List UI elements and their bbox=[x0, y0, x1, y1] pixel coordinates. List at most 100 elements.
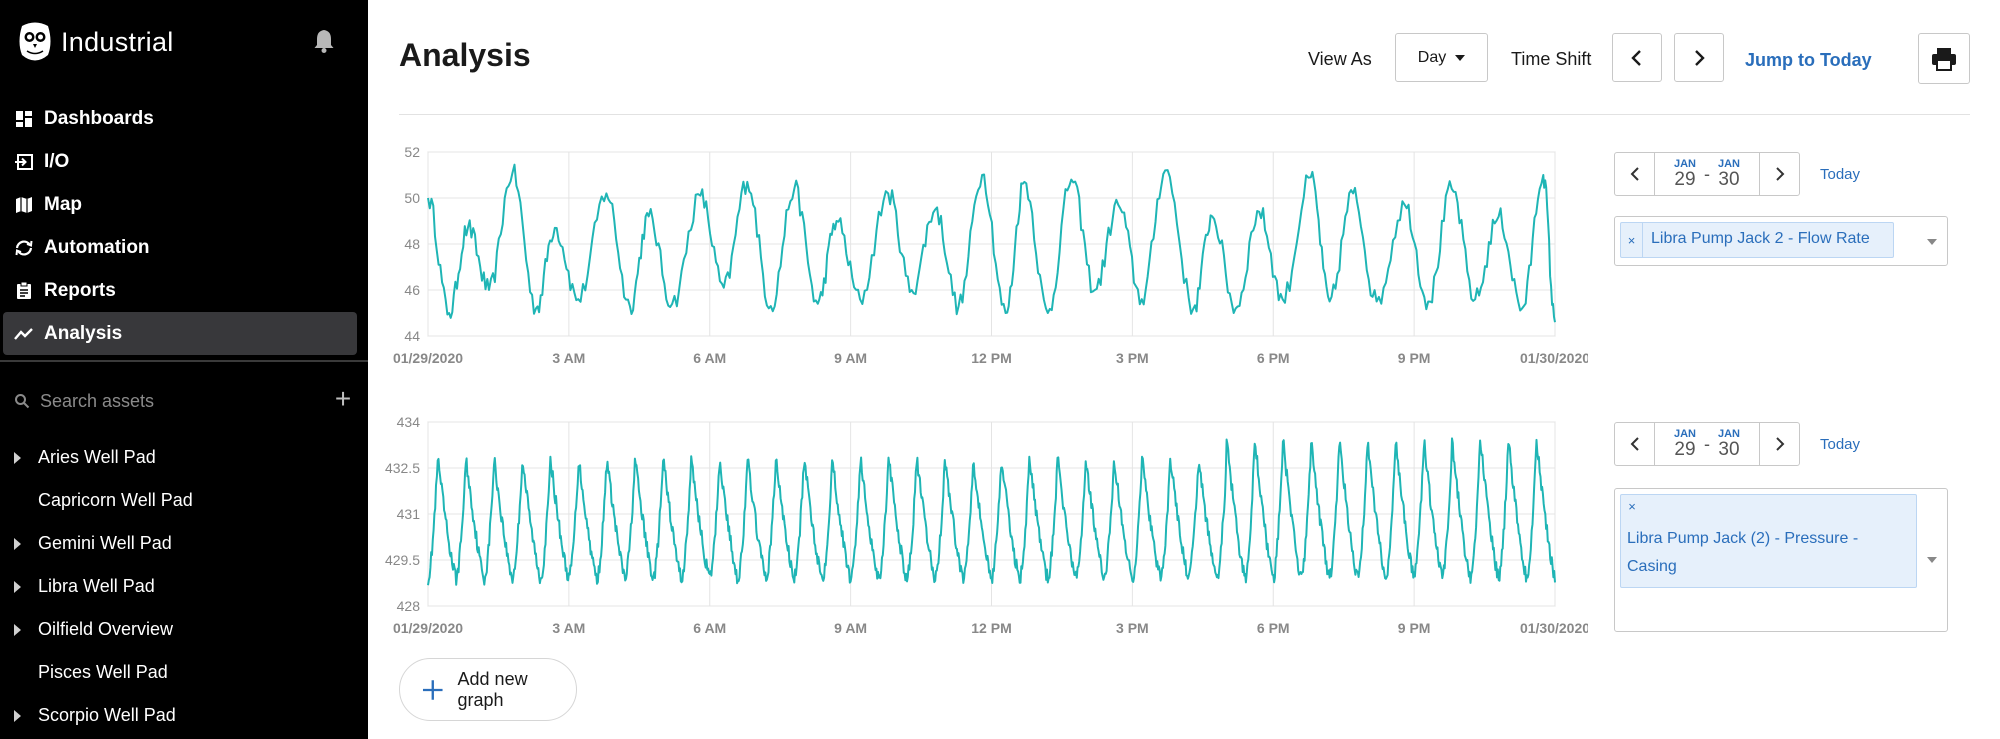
y-tick-label: 429.5 bbox=[385, 552, 420, 568]
y-tick-label: 44 bbox=[404, 328, 420, 344]
nav-label: I/O bbox=[44, 150, 70, 172]
range-separator: - bbox=[1704, 163, 1710, 184]
search-assets-input[interactable] bbox=[40, 390, 310, 412]
asset-item-oilfield[interactable]: Oilfield Overview bbox=[0, 608, 368, 651]
asset-label: Aries Well Pad bbox=[38, 447, 156, 467]
time-shift-next-button[interactable] bbox=[1674, 33, 1724, 82]
range-end-month: JAN bbox=[1717, 158, 1740, 170]
add-new-graph-button[interactable]: Add new graph bbox=[399, 658, 577, 721]
series-select-1[interactable]: × Libra Pump Jack 2 - Flow Rate bbox=[1614, 216, 1948, 266]
x-tick-label: 9 AM bbox=[834, 620, 867, 636]
flow-rate-chart: 52 50 48 46 44 01/29/2020 3 AM 6 AM 9 AM 12 PM 3 P… bbox=[368, 140, 1590, 385]
expand-caret-icon[interactable] bbox=[14, 538, 21, 550]
range-prev-button[interactable] bbox=[1615, 423, 1655, 465]
chevron-right-icon bbox=[1695, 49, 1705, 66]
expand-caret-icon[interactable] bbox=[14, 624, 21, 636]
asset-label: Gemini Well Pad bbox=[38, 533, 172, 553]
x-tick-label: 9 PM bbox=[1398, 620, 1431, 636]
expand-caret-icon[interactable] bbox=[14, 581, 21, 593]
asset-item-gemini[interactable]: Gemini Well Pad bbox=[0, 522, 368, 565]
pressure-chart-svg: 434 432.5 431 429.5 428 01/29/2020 3 AM 6 AM 9 A… bbox=[385, 414, 1590, 636]
dashboard-icon bbox=[14, 109, 34, 129]
print-button[interactable] bbox=[1918, 33, 1970, 84]
expand-caret-icon[interactable] bbox=[14, 710, 21, 722]
series-tag-label: Libra Pump Jack (2) - Pressure - Casing bbox=[1627, 530, 1859, 575]
view-as-label: View As bbox=[1308, 49, 1372, 69]
x-tick-label: 01/30/2020 bbox=[1520, 350, 1588, 366]
nav-label: Analysis bbox=[44, 322, 123, 344]
chevron-left-icon bbox=[1630, 167, 1639, 181]
asset-label: Pisces Well Pad bbox=[38, 662, 168, 682]
range-separator: - bbox=[1704, 433, 1710, 454]
expand-caret-icon[interactable] bbox=[14, 452, 21, 464]
date-range-picker-1: JAN 29 - JAN 30 bbox=[1614, 152, 1800, 196]
asset-label: Libra Well Pad bbox=[38, 576, 155, 596]
asset-item-capricorn[interactable]: Capricorn Well Pad bbox=[0, 479, 368, 522]
chevron-down-icon[interactable] bbox=[1927, 557, 1937, 563]
nav-item-io[interactable]: I/O bbox=[0, 140, 368, 183]
x-tick-label: 6 AM bbox=[693, 350, 726, 366]
add-new-graph-label: Add new graph bbox=[457, 668, 528, 710]
range-prev-button[interactable] bbox=[1615, 153, 1655, 195]
io-icon bbox=[14, 152, 34, 172]
series-select-2[interactable]: × Libra Pump Jack (2) - Pressure - Casin… bbox=[1614, 488, 1948, 632]
page-title: Analysis bbox=[399, 37, 531, 73]
nav-item-analysis[interactable]: Analysis bbox=[3, 312, 357, 355]
series-tag-label: Libra Pump Jack 2 - Flow Rate bbox=[1651, 230, 1870, 247]
nav-item-map[interactable]: Map bbox=[0, 183, 368, 226]
chevron-down-icon[interactable] bbox=[1927, 239, 1937, 245]
bell-icon[interactable] bbox=[312, 28, 336, 54]
app-title: Industrial bbox=[61, 26, 174, 57]
today-link-2[interactable]: Today bbox=[1820, 436, 1861, 453]
date-range-picker-2: JAN 29 - JAN 30 bbox=[1614, 422, 1800, 466]
asset-list: Aries Well Pad Capricorn Well Pad Gemini… bbox=[0, 436, 368, 737]
nav-item-reports[interactable]: Reports bbox=[0, 269, 368, 312]
x-tick-label: 6 PM bbox=[1257, 620, 1290, 636]
remove-tag-icon[interactable]: × bbox=[1628, 499, 1636, 514]
range-next-button[interactable] bbox=[1759, 153, 1799, 195]
brand[interactable]: Industrial bbox=[18, 20, 174, 64]
nav-label: Map bbox=[44, 193, 82, 215]
x-tick-label: 3 PM bbox=[1116, 350, 1149, 366]
nav-item-automation[interactable]: Automation bbox=[0, 226, 368, 269]
range-next-button[interactable] bbox=[1759, 423, 1799, 465]
asset-item-pisces[interactable]: Pisces Well Pad bbox=[0, 651, 368, 694]
y-tick-label: 428 bbox=[397, 598, 421, 614]
x-tick-label: 01/29/2020 bbox=[393, 350, 463, 366]
chevron-right-icon bbox=[1775, 437, 1784, 451]
nav-label: Automation bbox=[44, 236, 150, 258]
sidebar: Industrial Dashboards I/O bbox=[0, 0, 368, 739]
x-tick-label: 3 AM bbox=[552, 350, 585, 366]
sidebar-divider bbox=[0, 360, 368, 362]
range-end-month: JAN bbox=[1717, 428, 1740, 440]
range-end: JAN 30 bbox=[1712, 158, 1746, 190]
asset-item-scorpio[interactable]: Scorpio Well Pad bbox=[0, 694, 368, 737]
range-end: JAN 30 bbox=[1712, 428, 1746, 460]
time-shift-prev-button[interactable] bbox=[1612, 33, 1662, 82]
range-start: JAN 29 bbox=[1668, 158, 1702, 190]
asset-item-libra[interactable]: Libra Well Pad bbox=[0, 565, 368, 608]
chevron-left-icon bbox=[1631, 49, 1641, 66]
jump-to-today-link[interactable]: Jump to Today bbox=[1745, 50, 1872, 70]
y-tick-label: 48 bbox=[404, 236, 420, 252]
plus-icon bbox=[422, 679, 443, 700]
asset-item-aries[interactable]: Aries Well Pad bbox=[0, 436, 368, 479]
range-start-day: 29 bbox=[1674, 439, 1696, 460]
time-shift-label: Time Shift bbox=[1511, 49, 1592, 69]
add-asset-icon[interactable]: + bbox=[334, 383, 352, 414]
x-tick-label: 01/30/2020 bbox=[1520, 620, 1588, 636]
nav-item-dashboards[interactable]: Dashboards bbox=[0, 97, 368, 140]
nav-label: Dashboards bbox=[44, 107, 154, 129]
remove-tag-icon[interactable]: × bbox=[1621, 223, 1643, 257]
view-as-select[interactable]: Day bbox=[1395, 33, 1488, 82]
range-dates[interactable]: JAN 29 - JAN 30 bbox=[1655, 423, 1759, 465]
range-start-month: JAN bbox=[1673, 158, 1696, 170]
today-link-1[interactable]: Today bbox=[1820, 166, 1861, 183]
x-tick-label: 12 PM bbox=[971, 350, 1011, 366]
print-icon bbox=[1932, 47, 1956, 71]
y-tick-label: 431 bbox=[397, 506, 421, 522]
asset-label: Capricorn Well Pad bbox=[38, 490, 193, 510]
search-icon bbox=[15, 394, 30, 409]
view-as-value: Day bbox=[1417, 48, 1447, 66]
range-dates[interactable]: JAN 29 - JAN 30 bbox=[1655, 153, 1759, 195]
